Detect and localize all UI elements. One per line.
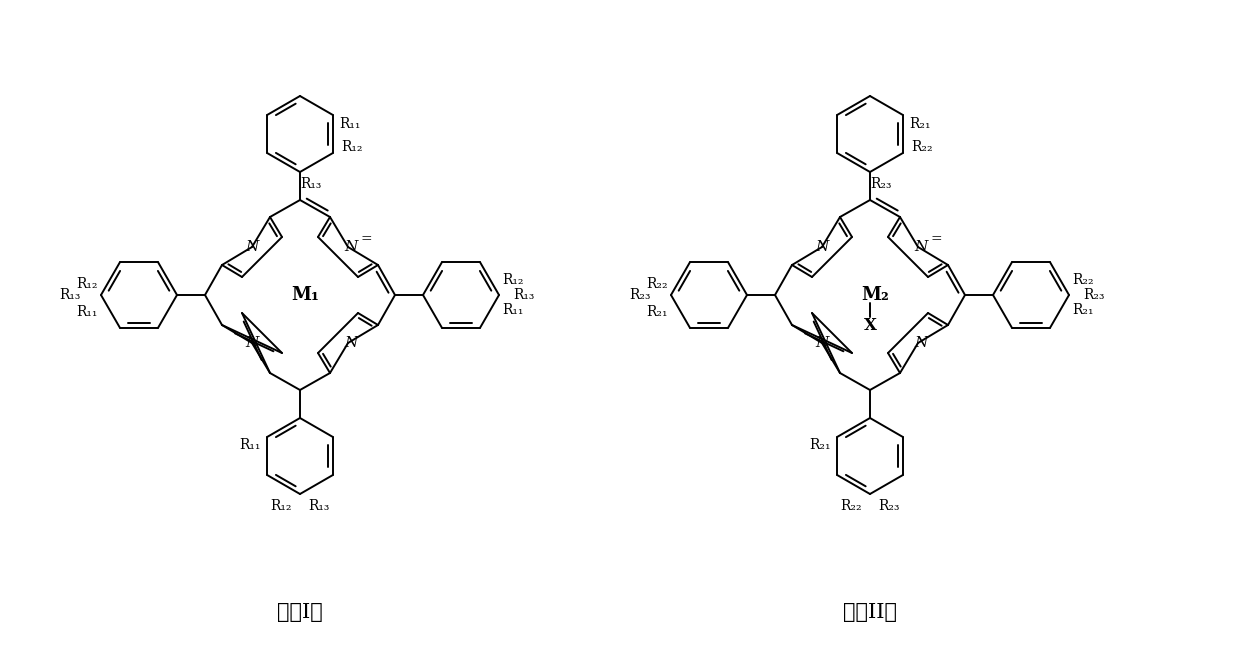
Text: R₁₂: R₁₂ [270, 499, 291, 513]
Text: N: N [344, 240, 358, 254]
Text: N: N [815, 336, 829, 350]
Text: N: N [245, 336, 259, 350]
Text: N: N [815, 240, 829, 254]
Text: R₁₁: R₁₁ [502, 303, 524, 317]
Text: R₁₁: R₁₁ [239, 437, 260, 452]
Text: R₂₂: R₂₂ [647, 276, 668, 291]
Text: M₂: M₂ [861, 286, 888, 304]
Text: R₂₃: R₂₃ [878, 499, 900, 513]
Text: R₂₂: R₂₂ [840, 499, 862, 513]
Text: R₁₃: R₁₃ [513, 288, 534, 302]
Text: R₂₂: R₂₂ [911, 140, 933, 154]
Text: R₂₂: R₂₂ [1072, 273, 1094, 287]
Text: R₂₁: R₂₁ [647, 305, 668, 319]
Text: R₁₂: R₁₂ [502, 273, 524, 287]
Text: R₂₁: R₂₁ [809, 437, 831, 452]
Text: R₂₃: R₂₃ [629, 288, 650, 302]
Text: N: N [344, 336, 358, 350]
Text: R₁₁: R₁₁ [77, 305, 98, 319]
Text: N: N [914, 240, 928, 254]
Text: N: N [914, 336, 928, 350]
Text: R₂₃: R₂₃ [1083, 288, 1104, 302]
Text: 式（II）: 式（II） [843, 602, 897, 622]
Text: R₁₃: R₁₃ [59, 288, 81, 302]
Text: R₂₃: R₂₃ [871, 177, 892, 191]
Text: 式（I）: 式（I） [278, 602, 323, 622]
Text: M₁: M₁ [291, 286, 318, 304]
Text: =: = [361, 232, 372, 246]
Text: X: X [864, 317, 876, 334]
Text: N: N [245, 240, 259, 254]
Text: =: = [930, 232, 942, 246]
Text: R₁₂: R₁₂ [341, 140, 363, 154]
Text: R₁₃: R₁₃ [301, 177, 322, 191]
Text: R₂₁: R₂₁ [909, 117, 930, 132]
Text: R₁₁: R₁₁ [339, 117, 361, 132]
Text: R₁₃: R₁₃ [309, 499, 330, 513]
Text: R₁₂: R₁₂ [77, 276, 98, 291]
Text: R₂₁: R₂₁ [1072, 303, 1094, 317]
